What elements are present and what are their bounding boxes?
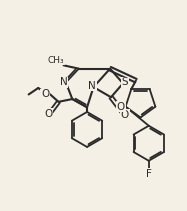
Text: F: F bbox=[146, 169, 152, 179]
Text: N: N bbox=[60, 77, 68, 88]
Text: S: S bbox=[122, 77, 128, 88]
Text: O: O bbox=[121, 110, 129, 120]
Text: O: O bbox=[44, 109, 53, 119]
Text: O: O bbox=[117, 102, 125, 112]
Text: N: N bbox=[88, 81, 96, 91]
Text: CH₃: CH₃ bbox=[47, 56, 64, 65]
Text: O: O bbox=[41, 89, 49, 99]
